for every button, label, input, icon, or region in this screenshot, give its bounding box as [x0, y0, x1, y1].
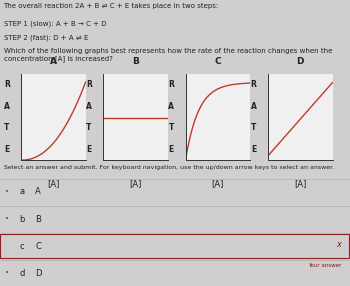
Text: R: R	[86, 80, 92, 89]
Text: The overall reaction 2A + B ⇌ C + E takes place in two steps:: The overall reaction 2A + B ⇌ C + E take…	[4, 3, 219, 9]
Text: E: E	[86, 144, 92, 154]
Text: b: b	[19, 214, 25, 224]
Text: A: A	[86, 102, 92, 111]
Text: D: D	[35, 269, 42, 278]
Text: E: E	[4, 144, 9, 154]
Text: •: •	[5, 216, 9, 222]
Text: D: D	[296, 57, 304, 66]
Text: [A]: [A]	[47, 179, 60, 188]
Text: A: A	[35, 187, 41, 196]
Text: x: x	[336, 241, 341, 249]
Text: T: T	[251, 123, 256, 132]
Text: Your answer: Your answer	[308, 263, 341, 268]
Text: R: R	[251, 80, 257, 89]
Text: A: A	[50, 57, 57, 66]
Text: B: B	[35, 214, 41, 224]
Text: A: A	[168, 102, 174, 111]
Text: a: a	[19, 187, 25, 196]
Text: [A]: [A]	[130, 179, 142, 188]
Text: T: T	[4, 123, 9, 132]
Text: C: C	[215, 57, 221, 66]
Text: E: E	[169, 144, 174, 154]
Text: B: B	[132, 57, 139, 66]
Text: R: R	[4, 80, 10, 89]
Text: T: T	[86, 123, 92, 132]
Text: Which of the following graphs best represents how the rate of the reaction chang: Which of the following graphs best repre…	[4, 48, 332, 62]
Text: C: C	[35, 242, 41, 251]
Text: R: R	[168, 80, 174, 89]
Text: A: A	[4, 102, 10, 111]
Text: [A]: [A]	[294, 179, 306, 188]
Text: •: •	[5, 271, 9, 276]
Text: d: d	[19, 269, 25, 278]
Text: E: E	[251, 144, 256, 154]
Text: T: T	[169, 123, 174, 132]
Text: Select an answer and submit. For keyboard navigation, use the up/down arrow keys: Select an answer and submit. For keyboar…	[4, 165, 334, 170]
Text: A: A	[251, 102, 257, 111]
Text: [A]: [A]	[212, 179, 224, 188]
Text: STEP 2 (fast): D + A ⇌ E: STEP 2 (fast): D + A ⇌ E	[4, 34, 88, 41]
Text: •: •	[5, 189, 9, 195]
Text: c: c	[19, 242, 24, 251]
Text: STEP 1 (slow): A + B → C + D: STEP 1 (slow): A + B → C + D	[4, 21, 106, 27]
